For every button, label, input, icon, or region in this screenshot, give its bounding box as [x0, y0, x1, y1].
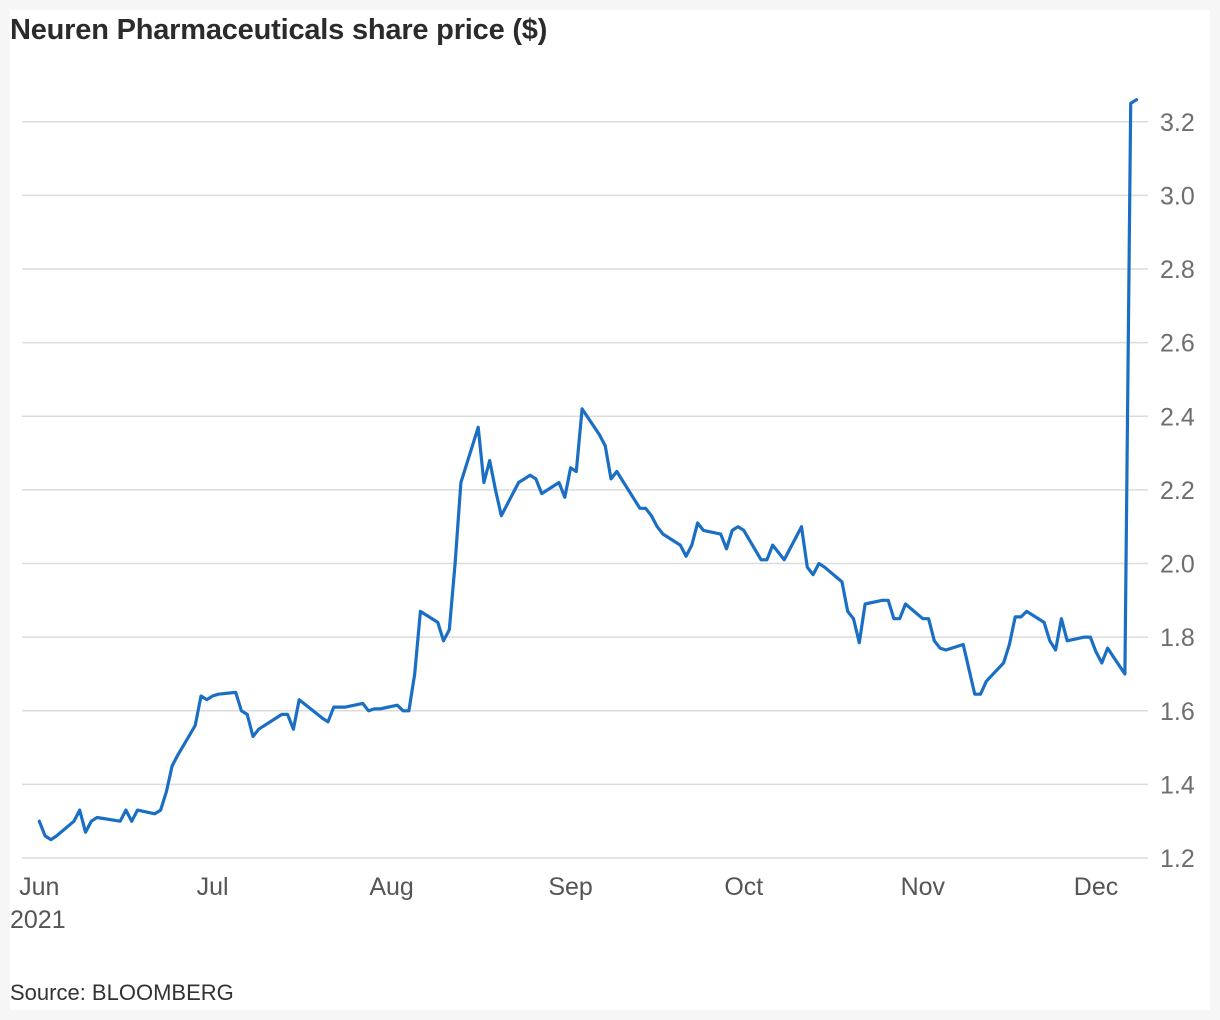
y-tick-label: 3.0	[1160, 182, 1195, 210]
x-tick-label: Sep	[548, 873, 592, 901]
chart-card	[10, 10, 1210, 1010]
x-tick-label: Jun	[19, 873, 59, 901]
y-tick-label: 1.6	[1160, 698, 1195, 726]
y-tick-label: 1.8	[1160, 624, 1195, 652]
y-axis: 1.2 1.4 1.6 1.8 2.0 2.2 2.4 2.6 2.8 3.0 3.2	[1160, 109, 1195, 873]
x-tick-label: Dec	[1074, 873, 1118, 901]
gridlines	[22, 121, 1148, 859]
y-tick-label: 3.2	[1160, 109, 1195, 137]
x-tick-label: Oct	[724, 873, 763, 901]
x-tick-sublabel: 2021	[10, 906, 66, 934]
chart-title: Neuren Pharmaceuticals share price ($)	[10, 14, 548, 46]
y-tick-label: 1.2	[1160, 845, 1195, 873]
x-tick-label: Nov	[901, 873, 946, 901]
x-tick-label: Jul	[197, 873, 229, 901]
plot-area	[37, 98, 1139, 842]
y-tick-label: 2.8	[1160, 256, 1195, 284]
y-tick-label: 2.2	[1160, 477, 1195, 505]
y-tick-label: 1.4	[1160, 771, 1195, 799]
chart-source: Source: BLOOMBERG	[10, 980, 234, 1005]
price-line	[37, 98, 1139, 842]
y-tick-label: 2.0	[1160, 551, 1195, 579]
x-axis: Jun 2021 Jul Aug Sep Oct Nov Dec	[10, 873, 1118, 934]
y-tick-label: 2.6	[1160, 330, 1195, 358]
x-tick-label: Aug	[369, 873, 413, 901]
y-tick-label: 2.4	[1160, 403, 1195, 431]
